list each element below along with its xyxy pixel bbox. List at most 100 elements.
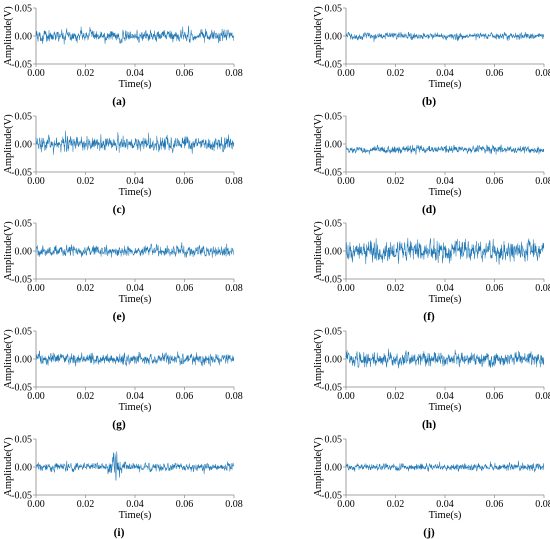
x-tick-label: 0.04 bbox=[126, 68, 144, 79]
y-tick-label: 0.05 bbox=[325, 219, 343, 230]
y-tick-label: -0.05 bbox=[11, 275, 32, 286]
x-tick-label: 0.08 bbox=[225, 283, 243, 294]
signal-series-line bbox=[345, 31, 545, 42]
y-tick-label: 0.00 bbox=[15, 140, 33, 151]
y-tick-label: -0.05 bbox=[321, 60, 342, 71]
x-tick-label: 0.00 bbox=[27, 176, 45, 187]
x-tick-label: 0.06 bbox=[176, 176, 194, 187]
x-tick-label: 0.00 bbox=[337, 68, 355, 79]
x-tick-label: 0.06 bbox=[486, 68, 504, 79]
x-tick-label: 0.04 bbox=[126, 499, 144, 510]
chart-svg-h: 0.050.00-0.050.000.020.040.060.08Amplitu… bbox=[313, 327, 550, 432]
y-tick-label: 0.00 bbox=[325, 32, 343, 43]
panel-caption: (b) bbox=[422, 96, 436, 108]
chart-panel-e: 0.05 0.00 -0.05 0.00 0.02 0.04 0.06 0.08 Amplitu… bbox=[0, 215, 250, 324]
signal-series-line bbox=[35, 25, 235, 45]
x-tick-label: 0.04 bbox=[436, 176, 454, 187]
x-axis-label: Time(s) bbox=[119, 79, 152, 90]
signal-series-line bbox=[35, 242, 234, 258]
x-tick-label: 0.00 bbox=[27, 68, 45, 79]
panel-caption: (a) bbox=[112, 96, 126, 108]
x-tick-label: 0.02 bbox=[77, 391, 95, 402]
x-tick-label: 0.06 bbox=[486, 176, 504, 187]
x-axis-label: Time(s) bbox=[119, 294, 152, 305]
x-tick-label: 0.04 bbox=[436, 499, 454, 510]
chart-panel-j: 0.050.00-0.050.000.020.040.060.08Amplitu… bbox=[310, 431, 550, 539]
panel-caption: (c) bbox=[113, 204, 126, 216]
panel-caption: (h) bbox=[422, 419, 436, 431]
chart-panel-d: 0.050.00-0.050.000.020.040.060.08Amplitu… bbox=[310, 108, 550, 217]
chart-svg-f: 0.050.00-0.050.000.020.040.060.08Amplitu… bbox=[313, 219, 550, 324]
x-tick-label: 0.08 bbox=[535, 176, 550, 187]
x-tick-label: 0.08 bbox=[225, 176, 243, 187]
x-tick-label: 0.04 bbox=[436, 391, 454, 402]
y-tick-label: 0.05 bbox=[325, 4, 343, 15]
y-axis-label: Amplitude(V) bbox=[3, 437, 14, 497]
y-tick-label: 0.00 bbox=[15, 32, 33, 43]
panel-caption: (i) bbox=[114, 527, 125, 539]
chart-svg-j: 0.050.00-0.050.000.020.040.060.08Amplitu… bbox=[313, 435, 550, 539]
chart-svg-b: 0.050.00-0.050.000.020.040.060.08Amplitu… bbox=[313, 4, 550, 109]
x-tick-label: 0.02 bbox=[387, 283, 405, 294]
chart-svg-e: 0.050.00-0.050.00 0.02 0.04 0.06 0.08Amplitu… bbox=[3, 219, 243, 324]
x-tick-label: 0.04 bbox=[126, 283, 144, 294]
y-axis-label: Amplitude(V) bbox=[3, 329, 14, 389]
chart-panel-a: 0.05 0.00 -0.05 0.00 0.02 0.04 0.06 0.08 Amplitu… bbox=[0, 0, 250, 109]
x-tick-label: 0.08 bbox=[225, 391, 243, 402]
y-tick-label: -0.05 bbox=[11, 60, 32, 71]
x-tick-label: 0.02 bbox=[77, 499, 95, 510]
y-axis-label: Amplitude(V) bbox=[313, 114, 324, 174]
chart-svg-g: 0.050.00-0.050.00 0.02 0.04 0.06 0.08Amplitu… bbox=[3, 327, 243, 432]
x-tick-label: 0.06 bbox=[486, 391, 504, 402]
x-tick-label: 0.00 bbox=[337, 283, 355, 294]
chart-panel-g: 0.05 0.00 -0.05 0.00 0.02 0.04 0.06 0.08 Amplitu… bbox=[0, 323, 250, 432]
y-tick-label: 0.00 bbox=[15, 247, 33, 258]
chart-svg-a: 0.050.00-0.050.00 0.02 0.04 0.06 0.08Amplitu… bbox=[3, 4, 243, 109]
signal-series-line bbox=[345, 237, 545, 265]
chart-panel-f: 0.050.00-0.050.000.020.040.060.08Amplitu… bbox=[310, 215, 550, 324]
x-tick-label: 0.02 bbox=[387, 391, 405, 402]
x-tick-label: 0.08 bbox=[535, 283, 550, 294]
y-tick-label: 0.05 bbox=[15, 435, 33, 446]
x-tick-label: 0.08 bbox=[535, 499, 550, 510]
x-tick-label: 0.04 bbox=[436, 283, 454, 294]
x-tick-label: 0.00 bbox=[27, 283, 45, 294]
x-axis-label: Time(s) bbox=[429, 187, 462, 198]
x-tick-label: 0.08 bbox=[535, 391, 550, 402]
signal-series-line bbox=[345, 460, 545, 473]
x-axis-label: Time(s) bbox=[429, 294, 462, 305]
y-tick-label: 0.00 bbox=[15, 463, 33, 474]
y-tick-label: 0.05 bbox=[15, 112, 33, 123]
x-axis-label: Time(s) bbox=[119, 510, 152, 521]
y-tick-label: 0.05 bbox=[325, 327, 343, 338]
panel-caption: (d) bbox=[422, 204, 436, 216]
y-tick-label: 0.00 bbox=[325, 463, 343, 474]
y-axis-label: Amplitude(V) bbox=[313, 6, 324, 66]
panel-caption: (f) bbox=[423, 311, 435, 323]
x-axis-label: Time(s) bbox=[119, 402, 152, 413]
x-axis-label: Time(s) bbox=[429, 79, 462, 90]
y-tick-label: 0.05 bbox=[15, 219, 33, 230]
y-axis-label: Amplitude(V) bbox=[313, 437, 324, 497]
x-tick-label: 0.06 bbox=[176, 68, 194, 79]
chart-panel-c: 0.05 0.00 -0.05 0.00 0.02 0.04 0.06 0.08 Amplitu… bbox=[0, 108, 250, 217]
x-tick-label: 0.00 bbox=[27, 499, 45, 510]
y-tick-label: 0.05 bbox=[15, 4, 33, 15]
y-tick-label: 0.00 bbox=[15, 355, 33, 366]
y-axis-label: Amplitude(V) bbox=[3, 221, 14, 281]
y-tick-label: 0.05 bbox=[15, 327, 33, 338]
y-tick-label: 0.00 bbox=[325, 140, 343, 151]
chart-svg-c: 0.050.00-0.050.00 0.02 0.04 0.06 0.08Amplitu… bbox=[3, 112, 243, 217]
x-tick-label: 0.06 bbox=[176, 391, 194, 402]
y-tick-label: -0.05 bbox=[321, 383, 342, 394]
panel-caption: (e) bbox=[113, 311, 126, 323]
x-tick-label: 0.04 bbox=[126, 391, 144, 402]
y-axis-label: Amplitude(V) bbox=[313, 329, 324, 389]
x-tick-label: 0.06 bbox=[176, 499, 194, 510]
x-tick-label: 0.02 bbox=[387, 499, 405, 510]
chart-panel-h: 0.050.00-0.050.000.020.040.060.08Amplitu… bbox=[310, 323, 550, 432]
x-tick-label: 0.08 bbox=[535, 68, 550, 79]
y-tick-label: -0.05 bbox=[11, 491, 32, 502]
signal-series-line bbox=[345, 348, 545, 369]
